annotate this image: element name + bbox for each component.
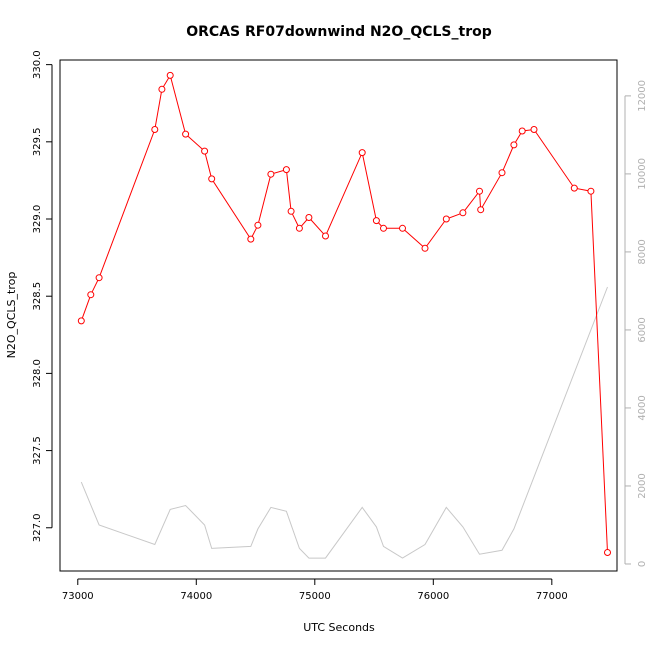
data-point xyxy=(372,217,380,225)
y2-tick-label: 8000 xyxy=(637,239,648,264)
y-axis-left: 327.0 327.5 328.0 328.5 329.0 329.5 330.0 xyxy=(32,50,53,542)
data-point xyxy=(530,126,538,133)
y2-tick-label: 2000 xyxy=(637,473,648,498)
x-tick-label: 77000 xyxy=(536,591,568,602)
chart-title: ORCAS RF07downwind N2O_QCLS_trop xyxy=(186,24,491,40)
x-tick-label: 76000 xyxy=(417,591,449,602)
x-tick-label: 73000 xyxy=(62,591,94,602)
data-point xyxy=(421,244,429,252)
series-layer xyxy=(77,71,611,559)
data-point xyxy=(87,291,95,299)
primary-series-line xyxy=(80,74,608,553)
data-point xyxy=(151,126,159,133)
data-point xyxy=(287,207,295,215)
data-point xyxy=(510,141,518,149)
y-tick-label: 330.0 xyxy=(32,50,43,79)
data-point xyxy=(208,175,216,183)
data-point xyxy=(380,224,387,232)
y-tick-label: 327.0 xyxy=(32,513,43,542)
x-tick-label: 75000 xyxy=(299,591,331,602)
x-axis: 73000 74000 75000 76000 77000 xyxy=(62,578,568,602)
data-point xyxy=(254,221,262,229)
x-tick-label: 74000 xyxy=(180,591,212,602)
y2-tick-label: 0 xyxy=(637,561,648,567)
data-point xyxy=(322,232,329,240)
data-point xyxy=(77,317,85,325)
data-point xyxy=(158,85,166,93)
data-point xyxy=(247,235,255,243)
data-point xyxy=(282,166,290,174)
data-point xyxy=(604,549,611,556)
data-point xyxy=(477,206,485,214)
data-point xyxy=(476,187,483,195)
y-tick-label: 329.5 xyxy=(32,128,43,157)
y-tick-label: 328.0 xyxy=(32,359,43,388)
plot-frame xyxy=(59,59,618,572)
data-point xyxy=(305,214,313,221)
y-axis-label: N2O_QCLS_trop xyxy=(5,272,18,359)
y-tick-label: 328.5 xyxy=(32,282,43,311)
data-point xyxy=(442,215,450,223)
data-point xyxy=(295,224,303,232)
x-axis-label: UTC Seconds xyxy=(303,621,375,634)
y2-tick-label: 12000 xyxy=(637,80,648,112)
data-point xyxy=(570,184,578,192)
data-point xyxy=(267,170,275,178)
data-point xyxy=(201,147,209,155)
data-point xyxy=(399,224,406,232)
data-point xyxy=(95,274,103,282)
y-tick-label: 327.5 xyxy=(32,436,43,465)
y2-tick-label: 4000 xyxy=(637,395,648,420)
data-point xyxy=(459,209,467,217)
data-point xyxy=(358,149,366,157)
data-point xyxy=(518,127,526,135)
y2-tick-label: 6000 xyxy=(637,317,648,342)
y-axis-right: 0 2000 4000 6000 8000 10000 12000 xyxy=(624,80,648,567)
y2-tick-label: 10000 xyxy=(637,158,648,190)
secondary-series-line xyxy=(80,286,608,559)
data-point xyxy=(587,187,595,195)
y-tick-label: 329.0 xyxy=(32,205,43,234)
data-point xyxy=(182,130,190,138)
data-point xyxy=(166,71,174,79)
data-point xyxy=(498,169,506,177)
